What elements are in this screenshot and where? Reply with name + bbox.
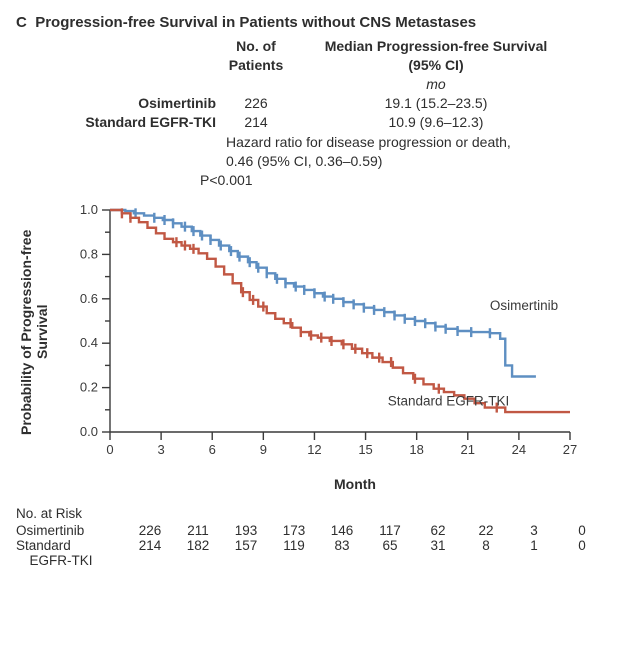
panel-title: C Progression-free Survival in Patients …: [16, 14, 624, 31]
at-risk-cell: 1: [510, 538, 558, 553]
at-risk-cell: 182: [174, 538, 222, 553]
at-risk-cell: 226: [126, 523, 174, 538]
svg-text:12: 12: [307, 442, 321, 457]
hazard-pvalue: P<0.001: [200, 171, 624, 190]
at-risk-cell: 146: [318, 523, 366, 538]
pfs-unit: mo: [296, 75, 576, 94]
svg-text:3: 3: [157, 442, 164, 457]
at-risk-table: No. at Risk Osimertinib22621119317314611…: [16, 506, 624, 568]
svg-text:21: 21: [461, 442, 475, 457]
y-axis-title: Probability of Progression-freeSurvival: [16, 192, 50, 472]
svg-text:0.2: 0.2: [80, 380, 98, 395]
svg-text:Osimertinib: Osimertinib: [490, 298, 558, 313]
at-risk-cell: 3: [510, 523, 558, 538]
svg-text:0.8: 0.8: [80, 247, 98, 262]
at-risk-cell: 8: [462, 538, 510, 553]
at-risk-cell: 83: [318, 538, 366, 553]
row-std-pfs: 10.9 (9.6–12.3): [296, 113, 576, 132]
svg-text:0: 0: [106, 442, 113, 457]
hazard-line1: Hazard ratio for disease progression or …: [226, 133, 624, 152]
at-risk-cell: 211: [174, 523, 222, 538]
col-pfs-header-1: Median Progression-free Survival: [296, 37, 576, 56]
svg-text:27: 27: [563, 442, 577, 457]
at-risk-cell: 31: [414, 538, 462, 553]
hazard-text: Hazard ratio for disease progression or …: [226, 133, 624, 190]
at-risk-cell: 117: [366, 523, 414, 538]
at-risk-cell: 0: [558, 523, 606, 538]
at-risk-cell: 22: [462, 523, 510, 538]
at-risk-cell: 193: [222, 523, 270, 538]
x-axis-title: Month: [86, 476, 624, 492]
summary-table: No. of Median Progression-free Survival …: [16, 37, 624, 131]
row-osi-n: 226: [216, 94, 296, 113]
row-std-n: 214: [216, 113, 296, 132]
svg-text:24: 24: [512, 442, 526, 457]
at-risk-cell: 119: [270, 538, 318, 553]
km-chart: Probability of Progression-freeSurvival …: [16, 192, 624, 472]
at-risk-row-label: Osimertinib: [16, 523, 126, 538]
at-risk-row-label: EGFR-TKI: [16, 553, 126, 568]
svg-text:1.0: 1.0: [80, 202, 98, 217]
hazard-line2: 0.46 (95% CI, 0.36–0.59): [226, 152, 624, 171]
svg-text:9: 9: [260, 442, 267, 457]
row-osi-pfs: 19.1 (15.2–23.5): [296, 94, 576, 113]
row-std-label: Standard EGFR-TKI: [16, 113, 216, 132]
at-risk-row-label: Standard: [16, 538, 126, 553]
col-n-header-2: Patients: [216, 56, 296, 75]
svg-text:0.6: 0.6: [80, 291, 98, 306]
svg-text:6: 6: [209, 442, 216, 457]
at-risk-cell: 62: [414, 523, 462, 538]
col-pfs-header-2: (95% CI): [296, 56, 576, 75]
svg-text:Standard EGFR-TKI: Standard EGFR-TKI: [388, 393, 510, 408]
svg-text:0.0: 0.0: [80, 424, 98, 439]
row-osi-label: Osimertinib: [16, 94, 216, 113]
svg-text:15: 15: [358, 442, 372, 457]
panel-title-text: Progression-free Survival in Patients wi…: [35, 14, 476, 31]
at-risk-cell: 65: [366, 538, 414, 553]
at-risk-cell: 157: [222, 538, 270, 553]
svg-text:0.4: 0.4: [80, 335, 98, 350]
col-n-header-1: No. of: [216, 37, 296, 56]
at-risk-cell: 173: [270, 523, 318, 538]
km-plot-svg: 0 3 6 9 12 15 18 21 24 27 0.0 0.2 0.4 0.6 0.8 1.0 Osimer…: [50, 192, 610, 472]
at-risk-cell: 214: [126, 538, 174, 553]
at-risk-title: No. at Risk: [16, 506, 624, 521]
svg-text:18: 18: [409, 442, 423, 457]
panel-letter: C: [16, 14, 27, 31]
at-risk-cell: 0: [558, 538, 606, 553]
